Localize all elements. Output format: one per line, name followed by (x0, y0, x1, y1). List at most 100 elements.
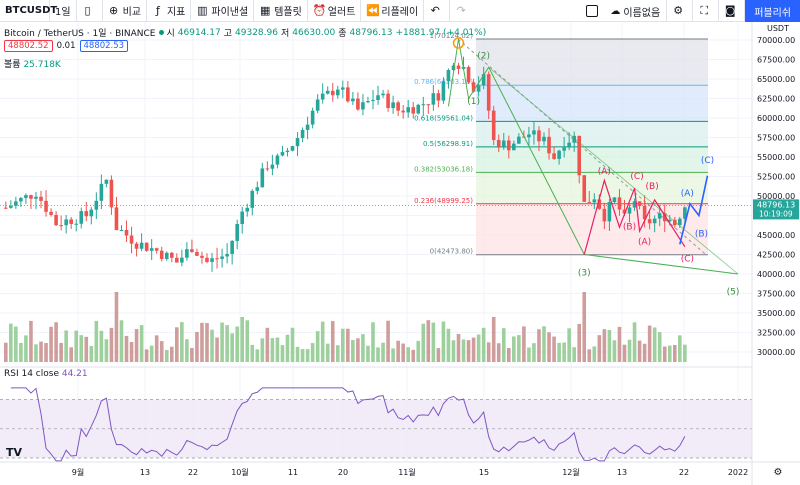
fib-trend-line (457, 38, 707, 256)
volume-bar (461, 339, 466, 362)
tradingview-logo-icon: TV (6, 446, 23, 459)
candle-body (49, 211, 53, 215)
volume-bar (612, 340, 617, 362)
candle-body (175, 257, 179, 263)
candle-body (185, 249, 189, 258)
volume-bars (4, 292, 687, 362)
candle-body (225, 253, 229, 257)
alert-button[interactable]: ⏰ 얼러트 (308, 0, 362, 22)
minor-wave-red-label: (B) (646, 182, 659, 192)
layout-icon[interactable] (586, 5, 599, 17)
candle-body (557, 150, 561, 159)
candle-body (300, 129, 305, 139)
settings-button[interactable]: ⚙ (667, 0, 694, 22)
price-tick-label: 42500.00 (757, 251, 795, 260)
volume-bar (190, 347, 194, 362)
fib-retracement[interactable]: 1(70124.02)0.786(64203.18)0.618(59561.04… (414, 32, 708, 256)
volume-bar (9, 323, 13, 362)
volume-bar (391, 348, 395, 362)
candle-body (315, 99, 320, 111)
volume-bar (667, 345, 672, 362)
volume-bar (144, 349, 149, 362)
volume-bar (275, 337, 280, 362)
volume-bar (371, 322, 375, 362)
replay-button[interactable]: ⏪ 리플레이 (361, 0, 425, 22)
volume-bar (240, 317, 245, 362)
candles-icon: ▯ (84, 3, 91, 17)
candle-body (672, 219, 677, 226)
time-axis[interactable]: 9월 13 22 10월 11 20 11월 15 12월 13 22 2022 ⚙ TV (0, 446, 800, 478)
minor-wave-blue-label: (B) (695, 230, 708, 240)
candle-body (341, 87, 345, 90)
candle-body (486, 74, 491, 111)
compare-button[interactable]: ⊕ 비교 (103, 0, 147, 22)
candle-body (396, 102, 400, 111)
candle-body (59, 225, 63, 227)
minor-wave-blue-line (679, 175, 709, 245)
volume-bar (210, 329, 214, 362)
redo-button[interactable]: ↷ (450, 0, 475, 22)
low-value: 46630.00 (292, 27, 336, 38)
redo-icon: ↷ (456, 3, 466, 17)
volume-bar (109, 327, 114, 362)
candle-body (305, 124, 310, 130)
cloud-save-button[interactable]: ☁ 이름없음 (604, 0, 668, 22)
candle-body (19, 197, 23, 202)
fullscreen-button[interactable]: ⛶ (693, 0, 720, 22)
minor-wave-red-line (583, 178, 686, 255)
fib-level-label: 0.5(56298.91) (423, 140, 473, 148)
volume-bar (456, 334, 461, 362)
candle-body (507, 140, 511, 151)
candle-body (144, 242, 149, 251)
volume-bar (597, 335, 602, 362)
change-value: +1881.97 (+4.01%) (395, 27, 487, 38)
volume-bar (647, 325, 652, 362)
volume-bar (330, 321, 335, 362)
financials-button[interactable]: ▥ 파이낸셜 (191, 0, 255, 22)
time-tick-label: 15 (479, 468, 489, 477)
candle-body (220, 256, 224, 259)
chart-type-button[interactable]: ▯ (77, 0, 103, 22)
undo-button[interactable]: ↶ (424, 0, 451, 22)
symbol-search-button[interactable]: BTCUSDT (0, 0, 57, 22)
volume-bar (195, 331, 199, 362)
candle-body (295, 138, 300, 147)
volume-bar (366, 345, 370, 362)
price-tick-label: 32500.00 (757, 329, 795, 338)
interval-button[interactable]: 1일 (50, 0, 77, 22)
elliott-wave-drawings[interactable]: (1)(2)(3)(5)(A)(B)(C)(A)(B)(C)(A)(B)(C) (447, 37, 739, 297)
chart-canvas[interactable]: 1(70124.02)0.786(64203.18)0.618(59561.04… (0, 22, 800, 485)
volume-bar (320, 321, 325, 362)
volume-bar (39, 341, 43, 362)
screenshot-button[interactable]: ◙ (719, 0, 746, 22)
open-label: 시 (166, 29, 175, 39)
candle-body (159, 250, 164, 259)
candle-body (9, 205, 13, 208)
candle-body (285, 150, 290, 153)
ask-price[interactable]: 48802.53 (79, 40, 129, 52)
volume-bar (376, 347, 380, 362)
candle-body (577, 135, 582, 176)
candles (4, 56, 687, 272)
price-tick-label: 60000.00 (757, 114, 795, 123)
candle-body (592, 199, 597, 203)
candle-body (14, 201, 18, 206)
time-tick-label: 22 (679, 468, 689, 477)
price-tick-label: 57500.00 (757, 134, 795, 143)
fib-zone (476, 85, 708, 122)
bid-price[interactable]: 48802.52 (4, 40, 53, 52)
templates-button[interactable]: ▦ 템플릿 (254, 0, 308, 22)
indicators-button[interactable]: ƒ 지표 (147, 0, 192, 22)
time-tick-label: 9월 (72, 467, 84, 477)
gear-icon: ⚙ (673, 4, 684, 17)
minor-wave-red-label: (A) (638, 237, 651, 247)
candle-body (572, 135, 576, 143)
candle-body (436, 93, 441, 101)
publish-button[interactable]: 퍼블리쉬 (745, 0, 800, 22)
volume-bar (401, 343, 405, 362)
candle-body (129, 235, 134, 244)
minor-wave-blue-label: (A) (681, 189, 694, 199)
candle-body (456, 65, 461, 69)
candle-body (109, 179, 114, 208)
price-axis[interactable]: USDT 70000.00 67500.00 65000.00 62500.00 6000… (0, 22, 800, 485)
